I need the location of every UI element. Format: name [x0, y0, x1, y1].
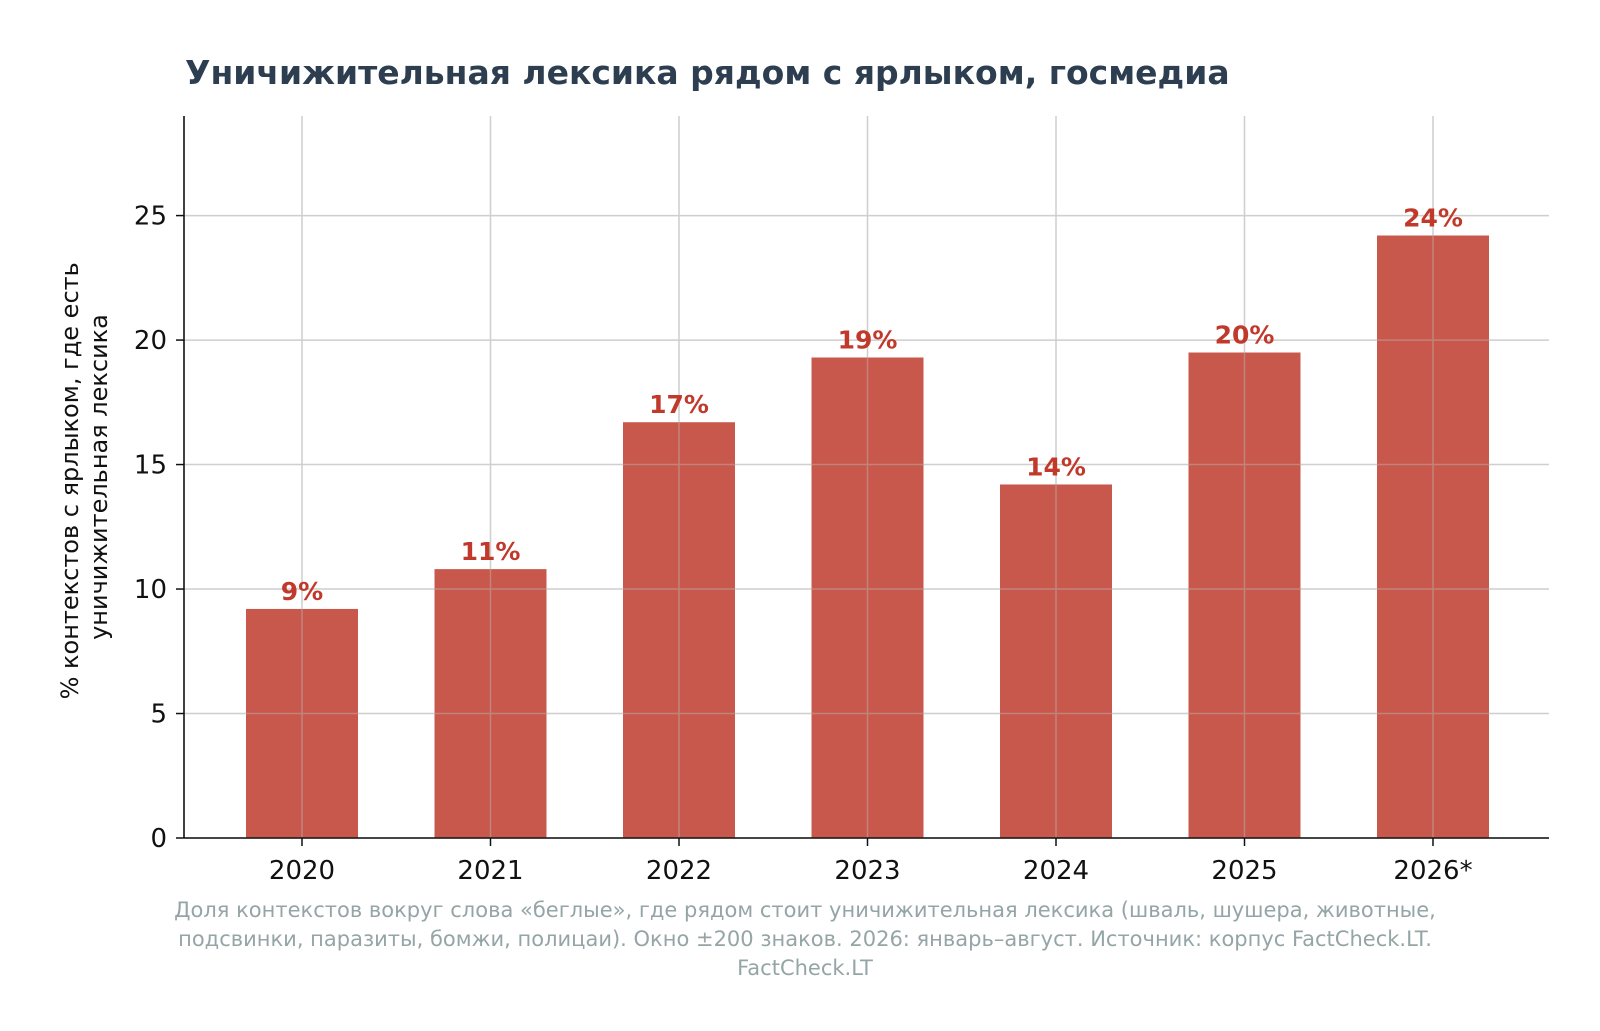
grid-lines-overlay: [184, 116, 1549, 839]
data-label: 14%: [1026, 452, 1086, 481]
caption-line-3: FactCheck.LT: [737, 956, 873, 980]
x-tick-label: 2025: [1211, 856, 1277, 886]
x-tick-label: 2022: [646, 856, 712, 886]
y-tick-label: 25: [134, 202, 167, 232]
y-tick-label: 0: [150, 824, 167, 854]
data-label: 17%: [649, 390, 709, 419]
y-axis-label-line-1: % контекстов с ярлыком, где есть: [56, 262, 84, 699]
data-label: 9%: [281, 577, 323, 606]
bar: [246, 608, 358, 838]
caption-line-1: Доля контекстов вокруг слова «беглые», г…: [174, 898, 1436, 922]
y-tick-label: 10: [134, 575, 167, 605]
bars: [246, 235, 1489, 839]
x-ticks: 2020 2021 2022 2023 2024 2025 2026*: [269, 838, 1473, 886]
data-label: 11%: [461, 537, 521, 566]
data-label: 20%: [1215, 321, 1275, 350]
y-ticks: 0 5 10 15 20 25: [134, 202, 184, 854]
x-tick-label: 2026*: [1393, 856, 1472, 886]
caption-line-2: подсвинки, паразиты, бомжи, полицаи). Ок…: [178, 927, 1432, 951]
bar: [811, 357, 924, 838]
y-tick-label: 5: [150, 700, 167, 730]
x-tick-label: 2023: [834, 856, 900, 886]
caption: Доля контекстов вокруг слова «беглые», г…: [174, 898, 1436, 980]
y-axis-label: % контекстов с ярлыком, где есть уничижи…: [56, 255, 113, 700]
x-tick-label: 2020: [269, 856, 335, 886]
x-tick-label: 2024: [1023, 856, 1089, 886]
data-labels: 9% 11% 17% 19% 14% 20% 24%: [281, 204, 1463, 606]
bar: [1188, 352, 1301, 838]
y-tick-label: 15: [134, 451, 167, 481]
chart-title: Уничижительная лексика рядом с ярлыком, …: [185, 53, 1230, 92]
bar: [1000, 484, 1112, 838]
data-label: 24%: [1403, 204, 1463, 233]
bar: [434, 569, 547, 838]
y-axis-label-line-2: уничижительная лексика: [85, 314, 113, 640]
bar: [623, 422, 735, 838]
x-tick-label: 2021: [457, 856, 523, 886]
y-tick-label: 20: [134, 326, 167, 356]
data-label: 19%: [838, 325, 898, 354]
bar: [1377, 235, 1489, 839]
axes: [183, 116, 1549, 839]
